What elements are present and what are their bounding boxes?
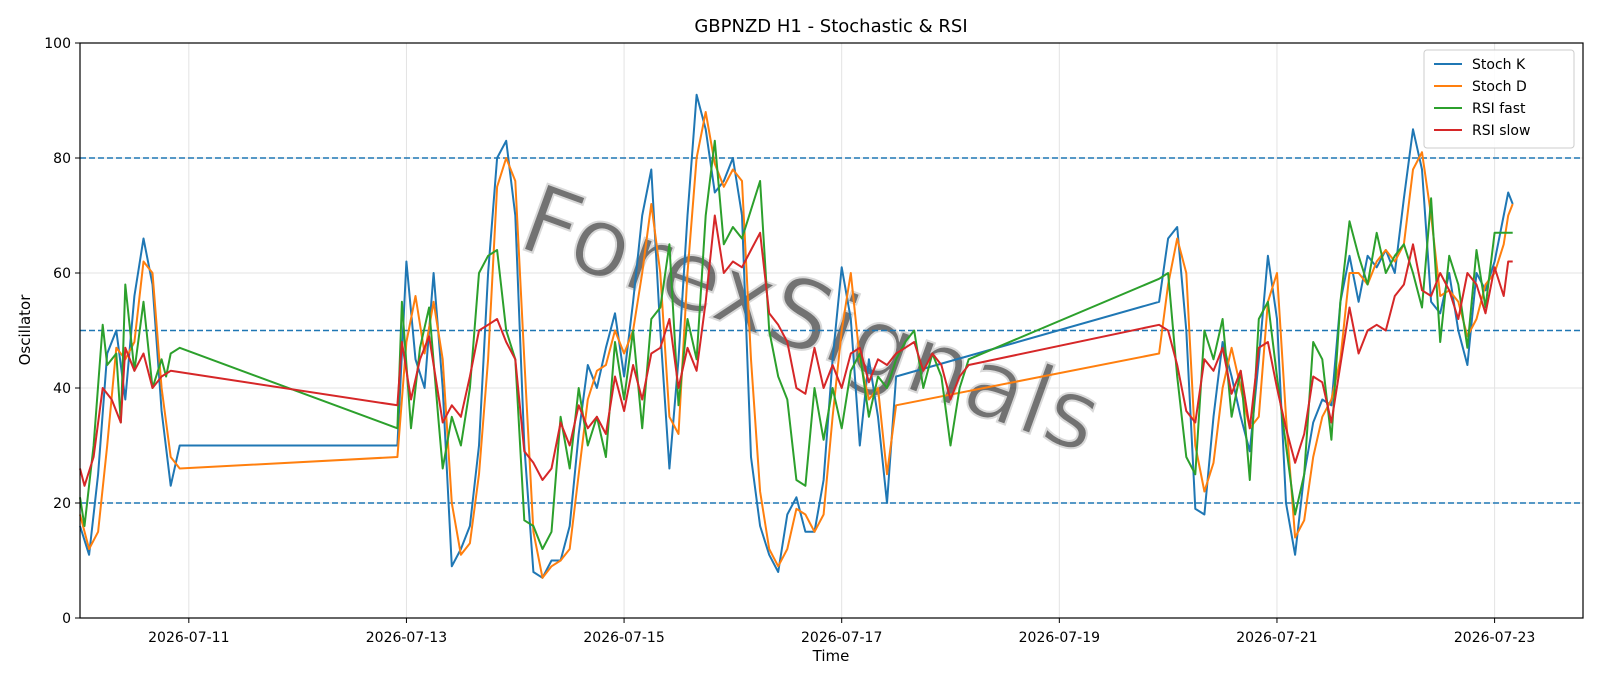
x-tick-label: 2026-07-17 xyxy=(801,630,882,646)
y-tick-label: 80 xyxy=(53,151,71,167)
legend-label: RSI slow xyxy=(1472,123,1530,139)
x-axis-label: Time xyxy=(812,647,850,665)
legend-label: Stoch D xyxy=(1472,79,1527,95)
x-tick-label: 2026-07-21 xyxy=(1236,630,1317,646)
series-layer xyxy=(79,93,1514,579)
y-tick-label: 40 xyxy=(53,381,71,397)
series-line-3 xyxy=(79,214,1513,487)
y-tick-label: 60 xyxy=(53,266,71,282)
legend-box xyxy=(1423,49,1575,149)
y-axis-label: Oscillator xyxy=(16,294,34,366)
x-tick-label: 2026-07-15 xyxy=(583,630,664,646)
x-tick-label: 2026-07-19 xyxy=(1019,630,1100,646)
y-tick-label: 0 xyxy=(62,611,71,627)
y-tick-label: 20 xyxy=(53,496,71,512)
x-tick-label: 2026-07-11 xyxy=(148,630,229,646)
reference-lines-layer xyxy=(80,157,1583,504)
x-tick-label: 2026-07-13 xyxy=(366,630,447,646)
x-tick-label: 2026-07-23 xyxy=(1454,630,1535,646)
series-line-1 xyxy=(79,111,1514,579)
legend-label: RSI fast xyxy=(1472,101,1526,117)
chart-title: GBPNZD H1 - Stochastic & RSI xyxy=(694,16,967,37)
legend-label: Stoch K xyxy=(1472,57,1526,73)
series-line-0 xyxy=(79,93,1514,579)
x-ticks: 2026-07-11 2026-07-13 2026-07-15 2026-07-17… xyxy=(148,618,1535,646)
legend: Stoch K Stoch D RSI fast RSI slow xyxy=(1423,49,1575,149)
y-tick-label: 100 xyxy=(44,36,71,52)
plot-frame xyxy=(79,42,1584,619)
y-ticks: 0 20 40 60 80 100 xyxy=(44,36,80,627)
